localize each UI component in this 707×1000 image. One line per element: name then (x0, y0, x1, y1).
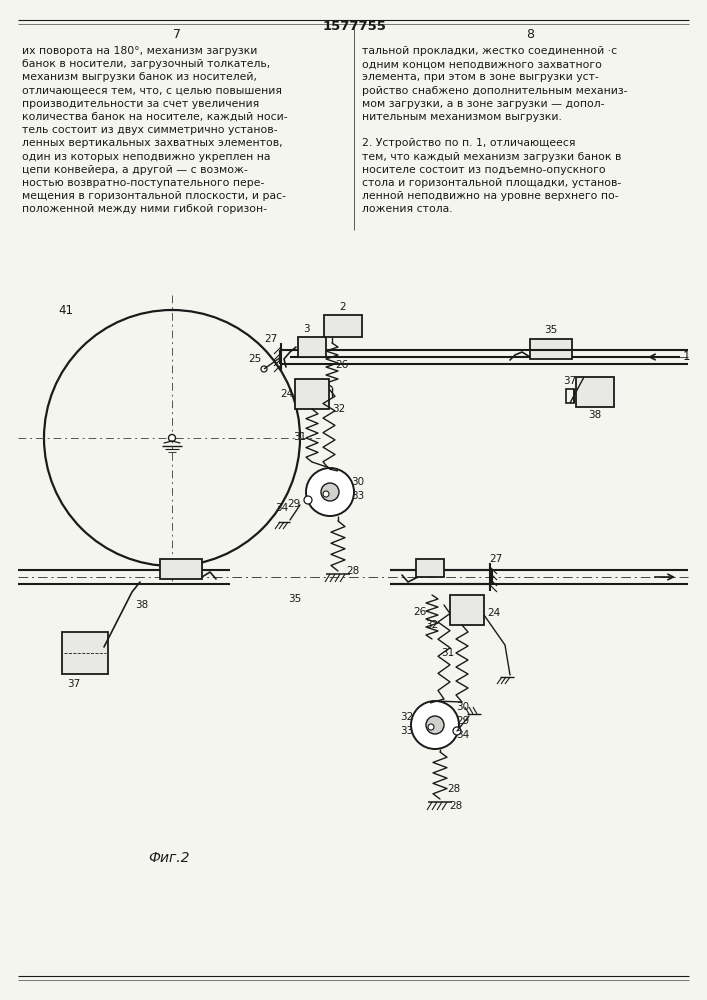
Text: один из которых неподвижно укреплен на: один из которых неподвижно укреплен на (22, 152, 271, 162)
Text: 28: 28 (448, 784, 461, 794)
Text: ленной неподвижно на уровне верхнего по-: ленной неподвижно на уровне верхнего по- (362, 191, 619, 201)
Bar (450, 595, 484, 625)
Text: 32: 32 (400, 712, 414, 722)
Text: 1: 1 (683, 351, 691, 363)
Text: тем, что каждый механизм загрузки банок в: тем, что каждый механизм загрузки банок … (362, 152, 621, 162)
Text: стола и горизонтальной площадки, установ-: стола и горизонтальной площадки, установ… (362, 178, 621, 188)
Text: 3: 3 (303, 324, 310, 334)
Text: ленных вертикальных захватных элементов,: ленных вертикальных захватных элементов, (22, 138, 283, 148)
Text: их поворота на 180°, механизм загрузки: их поворота на 180°, механизм загрузки (22, 46, 257, 56)
Bar (530, 339, 572, 359)
Text: 27: 27 (489, 554, 503, 564)
Circle shape (304, 496, 312, 504)
Text: 33: 33 (400, 726, 414, 736)
Text: Фиг.2: Фиг.2 (148, 851, 189, 865)
Text: 26: 26 (414, 607, 426, 617)
Bar (298, 337, 326, 357)
Text: 2. Устройство по п. 1, отличающееся: 2. Устройство по п. 1, отличающееся (362, 138, 575, 148)
Text: носителе состоит из подъемно-опускного: носителе состоит из подъемно-опускного (362, 165, 606, 175)
Text: 7: 7 (173, 27, 181, 40)
Text: тальной прокладки, жестко соединенной ·с: тальной прокладки, жестко соединенной ·с (362, 46, 617, 56)
Text: тель состоит из двух симметрично установ-: тель состоит из двух симметрично установ… (22, 125, 278, 135)
Text: 37: 37 (67, 679, 81, 689)
Text: 24: 24 (487, 608, 501, 618)
Circle shape (321, 483, 339, 501)
Circle shape (168, 434, 175, 442)
Text: 32: 32 (332, 404, 346, 414)
Text: 27: 27 (264, 334, 278, 344)
Circle shape (261, 366, 267, 372)
Text: цепи конвейера, а другой — с возмож-: цепи конвейера, а другой — с возмож- (22, 165, 247, 175)
Text: 28: 28 (450, 801, 462, 811)
Text: ложения стола.: ложения стола. (362, 204, 452, 214)
Circle shape (428, 724, 434, 730)
Text: производительности за счет увеличения: производительности за счет увеличения (22, 99, 259, 109)
Text: отличающееся тем, что, с целью повышения: отличающееся тем, что, с целью повышения (22, 86, 282, 96)
Text: одним концом неподвижного захватного: одним концом неподвижного захватного (362, 59, 602, 69)
Circle shape (411, 701, 459, 749)
Text: 35: 35 (288, 594, 302, 604)
Text: 24: 24 (281, 389, 293, 399)
Text: 29: 29 (457, 716, 469, 726)
Text: 37: 37 (563, 376, 577, 386)
Bar (160, 559, 202, 579)
Text: 1577755: 1577755 (322, 20, 386, 33)
Text: 28: 28 (346, 566, 360, 576)
Text: 38: 38 (588, 410, 602, 420)
Text: механизм выгрузки банок из носителей,: механизм выгрузки банок из носителей, (22, 72, 257, 82)
Bar (576, 377, 614, 407)
Text: мом загрузки, а в зоне загрузки — допол-: мом загрузки, а в зоне загрузки — допол- (362, 99, 604, 109)
Circle shape (323, 491, 329, 497)
Text: положенной между ними гибкой горизон-: положенной между ними гибкой горизон- (22, 204, 267, 214)
Text: 26: 26 (335, 360, 349, 370)
Text: 35: 35 (544, 325, 558, 335)
Circle shape (306, 468, 354, 516)
Text: количества банок на носителе, каждый носи-: количества банок на носителе, каждый нос… (22, 112, 288, 122)
Text: 31: 31 (293, 432, 307, 442)
Text: 2: 2 (339, 302, 346, 312)
Text: 34: 34 (275, 503, 288, 513)
Text: ностью возвратно-поступательного пере-: ностью возвратно-поступательного пере- (22, 178, 264, 188)
Bar (324, 315, 362, 337)
Text: нительным механизмом выгрузки.: нительным механизмом выгрузки. (362, 112, 562, 122)
Text: 32: 32 (426, 620, 438, 630)
Text: 31: 31 (441, 648, 455, 658)
Text: 41: 41 (58, 304, 73, 316)
Text: 38: 38 (135, 600, 148, 610)
Text: 34: 34 (457, 730, 469, 740)
Text: 8: 8 (526, 27, 534, 40)
Text: 29: 29 (287, 499, 300, 509)
Text: 30: 30 (457, 702, 469, 712)
Text: ройство снабжено дополнительным механиз-: ройство снабжено дополнительным механиз- (362, 86, 628, 96)
Bar (566, 389, 574, 403)
Circle shape (426, 716, 444, 734)
Text: 33: 33 (351, 491, 365, 501)
Text: элемента, при этом в зоне выгрузки уст-: элемента, при этом в зоне выгрузки уст- (362, 72, 599, 82)
Text: мещения в горизонтальной плоскости, и рас-: мещения в горизонтальной плоскости, и ра… (22, 191, 286, 201)
Text: банок в носители, загрузочный толкатель,: банок в носители, загрузочный толкатель, (22, 59, 270, 69)
Bar (295, 379, 329, 409)
Text: 30: 30 (351, 477, 365, 487)
Circle shape (453, 727, 461, 735)
Bar (416, 559, 444, 577)
Text: 25: 25 (248, 354, 262, 364)
Bar (62, 632, 108, 674)
